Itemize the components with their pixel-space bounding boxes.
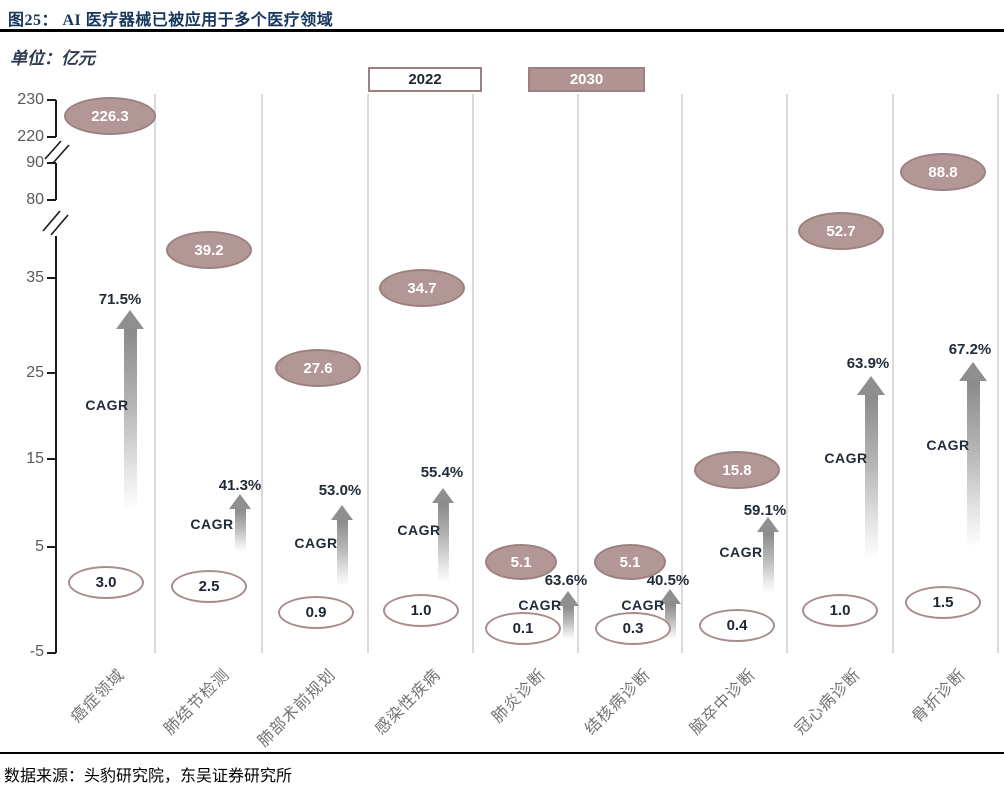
cagr-percent-6: 59.1% [743, 502, 787, 519]
value-2030-7: 52.7 [798, 212, 884, 250]
x-category-4: 肺炎诊断 [489, 666, 550, 727]
value-2030-4: 5.1 [485, 544, 557, 580]
cagr-label-5: CAGR [621, 597, 665, 613]
cagr-label-3: CAGR [397, 522, 441, 538]
value-2030-3: 34.7 [379, 269, 465, 307]
arrow-up-icon [659, 589, 681, 604]
arrow-up-icon [557, 591, 579, 606]
cagr-arrow-1 [226, 494, 254, 551]
cagr-label-2: CAGR [294, 535, 338, 551]
value-2022-1: 2.5 [171, 570, 247, 603]
value-2030-6: 15.8 [694, 451, 780, 489]
cagr-percent-1: 41.3% [218, 477, 262, 494]
value-2030-1: 39.2 [166, 231, 252, 269]
x-category-7: 冠心病诊断 [792, 666, 865, 739]
cagr-label-1: CAGR [190, 516, 234, 532]
y-tick-80: 80 [26, 191, 44, 208]
cagr-percent-7: 63.9% [846, 355, 890, 372]
cagr-arrow-7 [856, 376, 886, 557]
arrow-up-icon [432, 488, 454, 503]
value-2022-5: 0.3 [595, 612, 671, 645]
y-tick-35: 35 [26, 269, 44, 286]
value-2022-4: 0.1 [485, 612, 561, 645]
footer-divider [0, 752, 1004, 754]
arrow-up-icon [959, 362, 987, 381]
arrow-up-icon [857, 376, 885, 395]
y-axis [47, 99, 57, 654]
cagr-label-8: CAGR [926, 437, 970, 453]
axis-break-marks [42, 140, 70, 236]
value-2030-2: 27.6 [275, 349, 361, 387]
x-category-3: 感染性疾病 [372, 666, 445, 739]
value-2030-8: 88.8 [900, 153, 986, 191]
value-2022-6: 0.4 [699, 609, 775, 642]
legend-item-2022: 2022 [368, 67, 482, 92]
arrow-up-icon [116, 310, 144, 329]
source-note: 数据来源：头豹研究院，东吴证券研究所 [4, 768, 293, 785]
legend-item-2030: 2030 [528, 67, 645, 92]
cagr-label-0: CAGR [85, 397, 129, 413]
x-category-5: 结核病诊断 [582, 666, 655, 739]
cagr-arrow-2 [328, 505, 356, 585]
cagr-label-6: CAGR [719, 544, 763, 560]
value-2022-8: 1.5 [905, 586, 981, 619]
y-tick-25: 25 [26, 364, 44, 381]
y-tick-90: 90 [26, 154, 44, 171]
arrow-up-icon [757, 517, 779, 532]
x-category-6: 脑卒中诊断 [687, 666, 760, 739]
cagr-arrow-5 [656, 589, 684, 639]
y-tick-15: 15 [26, 450, 44, 467]
arrow-up-icon [331, 505, 353, 520]
y-tick-230: 230 [17, 91, 44, 108]
cagr-percent-2: 53.0% [318, 482, 362, 499]
cagr-arrow-3 [429, 488, 457, 582]
value-2022-0: 3.0 [68, 566, 144, 599]
value-2022-7: 1.0 [802, 594, 878, 627]
cagr-arrow-4 [554, 591, 582, 639]
cagr-percent-0: 71.5% [98, 291, 142, 308]
arrow-up-icon [229, 494, 251, 509]
unit-label: 单位：亿元 [10, 49, 95, 68]
value-2030-5: 5.1 [594, 544, 666, 580]
value-2022-3: 1.0 [383, 594, 459, 627]
cagr-percent-5: 40.5% [646, 572, 690, 589]
title-divider [0, 29, 1004, 32]
cagr-percent-8: 67.2% [948, 341, 992, 358]
cagr-label-4: CAGR [518, 597, 562, 613]
y-tick-neg5: -5 [29, 643, 44, 660]
cagr-arrow-6 [754, 517, 782, 592]
cagr-arrow-0 [114, 310, 146, 508]
cagr-arrow-8 [958, 362, 988, 545]
value-2030-0: 226.3 [64, 97, 156, 135]
figure-title: 图25： AI 医疗器械已被应用于多个医疗领域 [8, 12, 334, 29]
value-2022-2: 0.9 [278, 596, 354, 629]
cagr-percent-3: 55.4% [420, 464, 464, 481]
cagr-percent-4: 63.6% [544, 572, 588, 589]
x-category-8: 骨折诊断 [909, 666, 970, 727]
cagr-label-7: CAGR [824, 450, 868, 466]
y-tick-220: 220 [17, 128, 44, 145]
y-tick-5: 5 [35, 538, 44, 555]
